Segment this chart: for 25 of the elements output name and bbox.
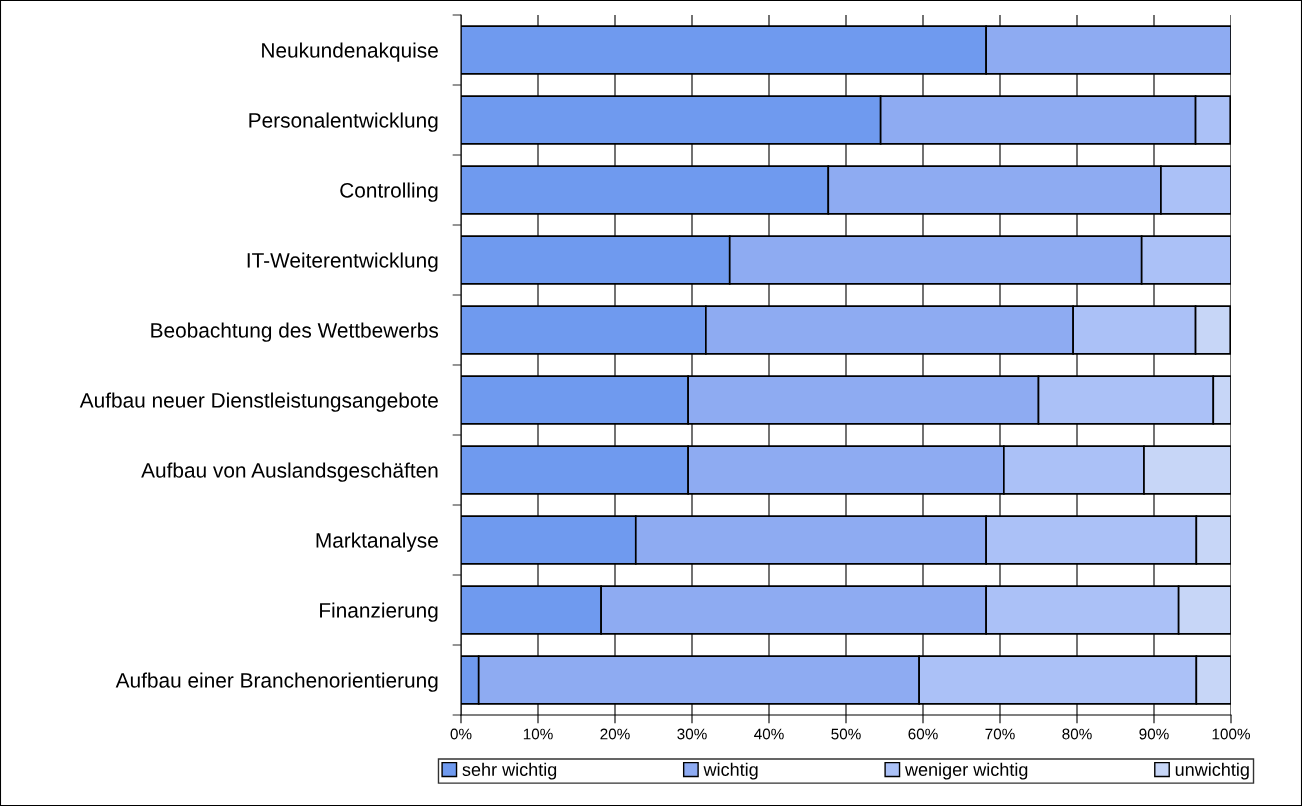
legend-label: unwichtig <box>1175 762 1249 780</box>
y-tick-label: Finanzierung <box>320 602 438 622</box>
y-tick-label: IT-Weiterentwicklung <box>247 252 438 272</box>
x-tick-label: 50% <box>831 728 861 740</box>
x-tick-label: 60% <box>908 728 938 740</box>
y-tick-label: Aufbau einer Branchenorientierung <box>115 672 438 692</box>
y-tick-label: Aufbau von Auslandsgeschäften <box>141 462 438 482</box>
y-tick-label: Controlling <box>340 182 438 202</box>
x-tick-label: 90% <box>1139 728 1169 740</box>
y-tick-label: Neukundenakquise <box>262 42 438 62</box>
y-tick-label: Aufbau neuer Dienstleistungsangebote <box>79 392 438 412</box>
x-tick-label: 100% <box>1212 728 1250 740</box>
legend-label: wichtig <box>703 762 758 780</box>
x-tick-label: 20% <box>600 728 630 740</box>
x-tick-label: 0% <box>450 728 472 740</box>
x-tick-label: 30% <box>677 728 707 740</box>
y-tick-label: Personalentwicklung <box>249 112 438 132</box>
legend-label: weniger wichtig <box>904 762 1028 780</box>
x-tick-label: 70% <box>985 728 1015 740</box>
legend-label: sehr wichtig <box>462 762 557 780</box>
x-tick-label: 10% <box>523 728 553 740</box>
x-tick-label: 40% <box>754 728 784 740</box>
y-tick-label: Marktanalyse <box>316 532 438 552</box>
x-tick-label: 80% <box>1062 728 1092 740</box>
y-tick-label: Beobachtung des Wettbewerbs <box>151 322 439 342</box>
